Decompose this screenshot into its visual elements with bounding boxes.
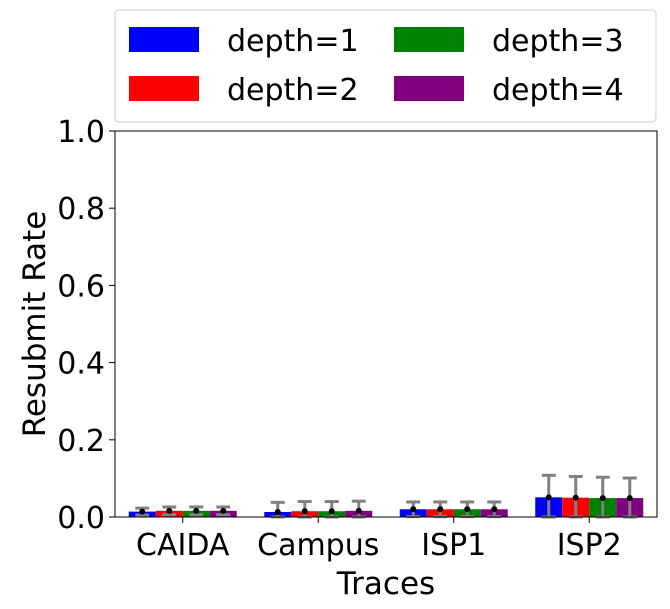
y-tick-label: 0.0 <box>57 501 105 536</box>
legend-label: depth=4 <box>492 73 624 108</box>
x-tick-label: ISP2 <box>557 528 622 563</box>
y-tick-label: 0.8 <box>57 192 105 227</box>
mean-point <box>166 507 173 514</box>
legend-label: depth=3 <box>492 24 624 59</box>
mean-point <box>274 508 281 515</box>
bars-layer <box>128 497 644 517</box>
mean-point <box>599 495 606 502</box>
legend-swatch-depth4 <box>394 76 464 101</box>
plot-area-frame <box>114 130 658 518</box>
y-tick-label: 1.0 <box>57 115 105 150</box>
legend: depth=1 depth=2 depth=3 depth=4 <box>114 9 657 123</box>
legend-swatch-depth1 <box>129 27 199 52</box>
y-axis-label: Resubmit Rate <box>17 211 53 438</box>
mean-point <box>193 507 200 514</box>
mean-point <box>328 508 335 515</box>
legend-frame <box>114 9 657 123</box>
y-tick-label: 0.2 <box>57 424 105 459</box>
x-axis-ticks: CAIDA Campus ISP1 ISP2 <box>136 517 622 563</box>
mean-point <box>464 506 471 513</box>
mean-point <box>220 507 227 514</box>
x-axis-label: Traces <box>336 566 435 602</box>
y-tick-label: 0.6 <box>57 269 105 304</box>
x-tick-label: Campus <box>257 528 379 563</box>
legend-label: depth=1 <box>227 24 359 59</box>
y-axis-ticks: 0.0 0.2 0.4 0.6 0.8 1.0 <box>57 115 115 536</box>
mean-point <box>491 506 498 513</box>
error-bars-layer <box>135 473 637 519</box>
legend-swatch-depth3 <box>394 27 464 52</box>
mean-point <box>545 494 552 501</box>
y-tick-label: 0.4 <box>57 347 105 382</box>
mean-point <box>437 506 444 513</box>
x-tick-label: CAIDA <box>136 528 230 563</box>
mean-point <box>355 507 362 514</box>
mean-point <box>410 506 417 513</box>
legend-swatch-depth2 <box>129 76 199 101</box>
mean-point <box>139 508 146 515</box>
x-tick-label: ISP1 <box>421 528 486 563</box>
mean-point <box>572 494 579 501</box>
legend-label: depth=2 <box>227 73 359 108</box>
mean-point <box>301 508 308 515</box>
mean-point <box>626 495 633 502</box>
